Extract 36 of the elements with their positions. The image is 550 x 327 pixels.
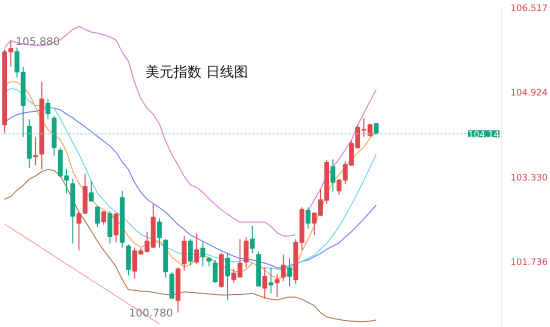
candlestick xyxy=(95,205,100,228)
candlestick xyxy=(212,259,218,284)
candlestick xyxy=(225,252,230,301)
candlestick xyxy=(287,258,292,288)
candlestick xyxy=(169,272,174,300)
line-series xyxy=(4,168,377,322)
y-tick-label: 104.924 xyxy=(510,88,548,99)
candlestick xyxy=(76,212,82,251)
candlestick xyxy=(244,236,249,268)
candlestick xyxy=(182,235,187,272)
candlestick xyxy=(33,136,38,166)
candlestick xyxy=(88,180,94,202)
candlestick xyxy=(46,98,50,120)
candlestick xyxy=(200,242,206,267)
candlestick xyxy=(157,218,162,248)
candlestick xyxy=(188,238,193,266)
y-tick-label: 106.517 xyxy=(510,4,548,14)
candlestick xyxy=(330,158,336,192)
candlestick xyxy=(126,244,131,276)
candlestick xyxy=(374,122,379,134)
candlestick xyxy=(274,274,280,298)
candlestick xyxy=(206,256,212,267)
candlestick xyxy=(262,266,268,300)
candlestick xyxy=(194,233,200,264)
candlestick xyxy=(101,210,106,226)
candlestick xyxy=(268,266,274,294)
candlestick xyxy=(250,225,255,254)
candlestick xyxy=(14,47,20,78)
y-tick-label: 103.330 xyxy=(510,173,548,184)
candlestick xyxy=(280,254,286,282)
candlestick xyxy=(306,206,311,230)
text: 美元指数 日线图 xyxy=(146,64,248,80)
candlestick xyxy=(107,210,112,244)
ref-line-label: 104.14 xyxy=(468,130,500,140)
candlestick xyxy=(114,212,119,243)
y-tick-label: 101.736 xyxy=(510,258,548,268)
